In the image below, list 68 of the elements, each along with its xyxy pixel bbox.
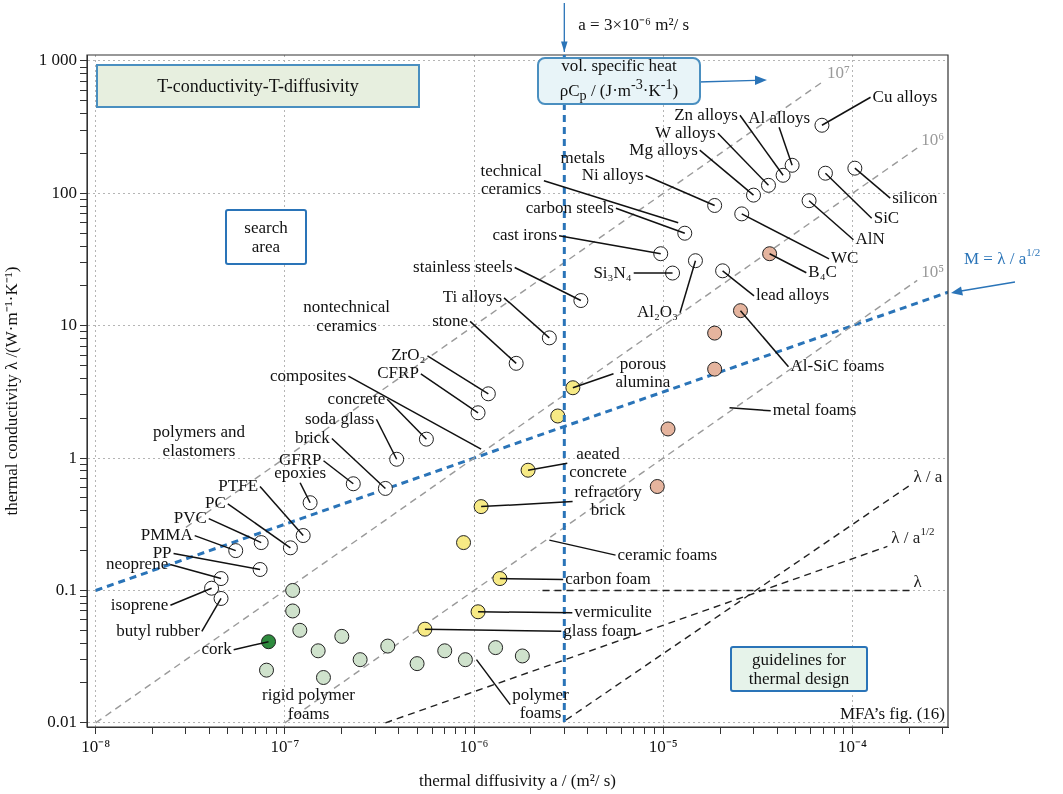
y-axis-title: thermal conductivity λ /(W·m⁻¹·K⁻¹) bbox=[1, 266, 21, 516]
annotation: guidelines for thermal design bbox=[748, 650, 850, 688]
annotation: ceramic foams bbox=[617, 544, 718, 564]
annotation: lead alloys bbox=[756, 285, 830, 305]
x-tick-label: 10⁻⁶ bbox=[459, 736, 489, 756]
annotation: cast irons bbox=[492, 225, 558, 245]
annotation: Al alloys bbox=[748, 107, 811, 127]
x-tick-label: 10⁻⁵ bbox=[648, 736, 678, 756]
annotation: rigid polymer foams bbox=[261, 685, 355, 723]
series-label: λ / a bbox=[913, 467, 943, 487]
annotation: Ti alloys bbox=[442, 287, 503, 307]
y-tick-label: 0.01 bbox=[47, 712, 77, 732]
annotation: stone bbox=[432, 310, 469, 330]
annotation: refractory brick bbox=[574, 482, 643, 520]
annotation: Zn alloys bbox=[674, 104, 738, 124]
annotation: butyl rubber bbox=[116, 620, 201, 640]
annotation: Cu alloys bbox=[872, 86, 938, 106]
y-tick-label: 0.1 bbox=[55, 579, 77, 599]
annotation: stainless steels bbox=[413, 257, 513, 277]
ref-line-label: a = 3×10⁻⁶ m²/ s bbox=[578, 15, 690, 35]
annotation: glass foam bbox=[563, 620, 637, 640]
x-tick-label: 10⁻⁷ bbox=[270, 736, 300, 756]
series-label: 10⁵ bbox=[921, 261, 945, 281]
y-tick-label: 10 bbox=[60, 315, 77, 335]
series-label: 10⁷ bbox=[827, 62, 851, 82]
text: T-conductivity-T-diffusivity bbox=[157, 75, 359, 96]
annotation: SiC bbox=[873, 207, 900, 227]
annotation: polymer foams bbox=[512, 685, 570, 723]
annotation: CFRP bbox=[377, 363, 419, 383]
annotation: nontechnical ceramics bbox=[303, 297, 390, 335]
annotation: vol. specific heat ρC$_{p}$ / (J·m$^{-3}$·K$^{-1}$) bbox=[559, 56, 679, 106]
annotation: Ni alloys bbox=[581, 164, 644, 184]
annotation: B₄C bbox=[808, 262, 837, 282]
annotation: brick bbox=[294, 427, 331, 447]
x-tick-label: 10⁻⁴ bbox=[837, 736, 867, 756]
y-tick-label: 1 bbox=[68, 447, 77, 467]
annotation: PVC bbox=[173, 508, 207, 528]
annotation: MFA’s fig. (16) bbox=[840, 703, 945, 723]
annotation: metal foams bbox=[772, 400, 857, 420]
annotation: Al₂O₃ bbox=[636, 302, 679, 322]
annotation: Si₃N₄ bbox=[593, 262, 632, 282]
annotation: PMMA bbox=[140, 525, 194, 545]
annotation: W alloys bbox=[655, 122, 716, 142]
y-tick-label: 100 bbox=[51, 182, 77, 202]
y-tick-label: 1 000 bbox=[38, 50, 77, 70]
annotation: metals bbox=[560, 147, 605, 167]
annotation: PC bbox=[205, 493, 226, 513]
annotation: concrete bbox=[327, 388, 386, 408]
annotation: search area bbox=[244, 218, 288, 256]
annotation: carbon foam bbox=[565, 569, 651, 589]
annotation: ZrO₂ bbox=[391, 345, 426, 365]
annotation: silicon bbox=[892, 187, 939, 207]
annotation: Mg alloys bbox=[629, 139, 698, 159]
annotation: composites bbox=[269, 365, 347, 385]
series-label: λ bbox=[913, 571, 923, 591]
annotation: PTFE bbox=[218, 476, 259, 495]
series-label: 10⁶ bbox=[921, 129, 945, 149]
annotation: porous alumina bbox=[615, 354, 671, 392]
annotation: isoprene bbox=[110, 594, 169, 614]
annotation: AlN bbox=[855, 229, 885, 249]
annotation: polymers and elastomers bbox=[152, 422, 245, 460]
annotation: carbon steels bbox=[525, 197, 614, 217]
annotation: vermiculite bbox=[574, 602, 652, 622]
annotation: cork bbox=[201, 639, 233, 659]
annotation: Al-SiC foams bbox=[790, 356, 885, 376]
x-tick-label: 10⁻⁸ bbox=[81, 736, 111, 756]
annotation: soda glass bbox=[304, 408, 375, 428]
x-axis-title: thermal diffusivity a / (m²/ s) bbox=[419, 771, 616, 791]
